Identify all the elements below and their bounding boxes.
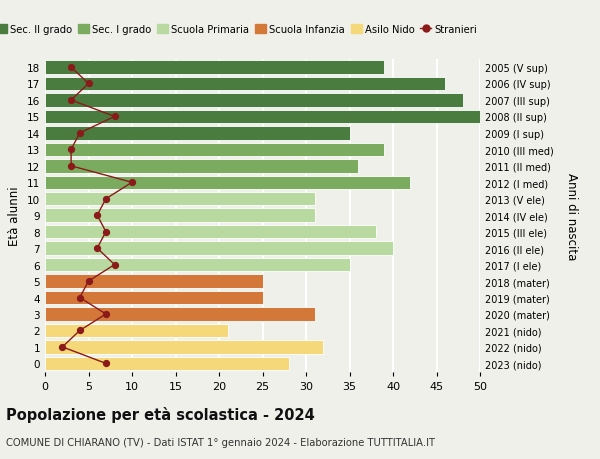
- Bar: [45, 143, 385, 157]
- Bar: [45, 176, 410, 190]
- Point: [66, 146, 76, 154]
- Point: [75, 294, 85, 302]
- Bar: [45, 160, 358, 173]
- Bar: [45, 225, 376, 239]
- Y-axis label: Età alunni: Età alunni: [8, 186, 22, 246]
- Bar: [45, 61, 385, 75]
- Point: [92, 212, 102, 219]
- Bar: [45, 258, 350, 272]
- Point: [75, 130, 85, 137]
- Bar: [45, 78, 445, 91]
- Point: [110, 113, 119, 121]
- Point: [58, 343, 67, 351]
- Point: [101, 311, 111, 318]
- Point: [84, 81, 94, 88]
- Point: [75, 327, 85, 335]
- Y-axis label: Anni di nascita: Anni di nascita: [565, 172, 578, 259]
- Bar: [45, 193, 315, 206]
- Point: [101, 360, 111, 367]
- Point: [66, 97, 76, 104]
- Bar: [45, 127, 350, 140]
- Point: [66, 163, 76, 170]
- Bar: [45, 111, 480, 124]
- Point: [101, 196, 111, 203]
- Text: Popolazione per età scolastica - 2024: Popolazione per età scolastica - 2024: [6, 406, 315, 422]
- Bar: [45, 341, 323, 354]
- Point: [110, 261, 119, 269]
- Point: [92, 245, 102, 252]
- Bar: [45, 242, 393, 255]
- Point: [127, 179, 137, 186]
- Point: [66, 64, 76, 72]
- Point: [101, 229, 111, 236]
- Bar: [45, 94, 463, 107]
- Bar: [45, 308, 315, 321]
- Bar: [45, 291, 263, 305]
- Bar: [45, 324, 228, 337]
- Bar: [45, 209, 315, 223]
- Legend: Sec. II grado, Sec. I grado, Scuola Primaria, Scuola Infanzia, Asilo Nido, Stran: Sec. II grado, Sec. I grado, Scuola Prim…: [0, 21, 481, 39]
- Bar: [45, 274, 263, 288]
- Bar: [45, 357, 289, 370]
- Text: COMUNE DI CHIARANO (TV) - Dati ISTAT 1° gennaio 2024 - Elaborazione TUTTITALIA.I: COMUNE DI CHIARANO (TV) - Dati ISTAT 1° …: [6, 437, 435, 447]
- Point: [84, 278, 94, 285]
